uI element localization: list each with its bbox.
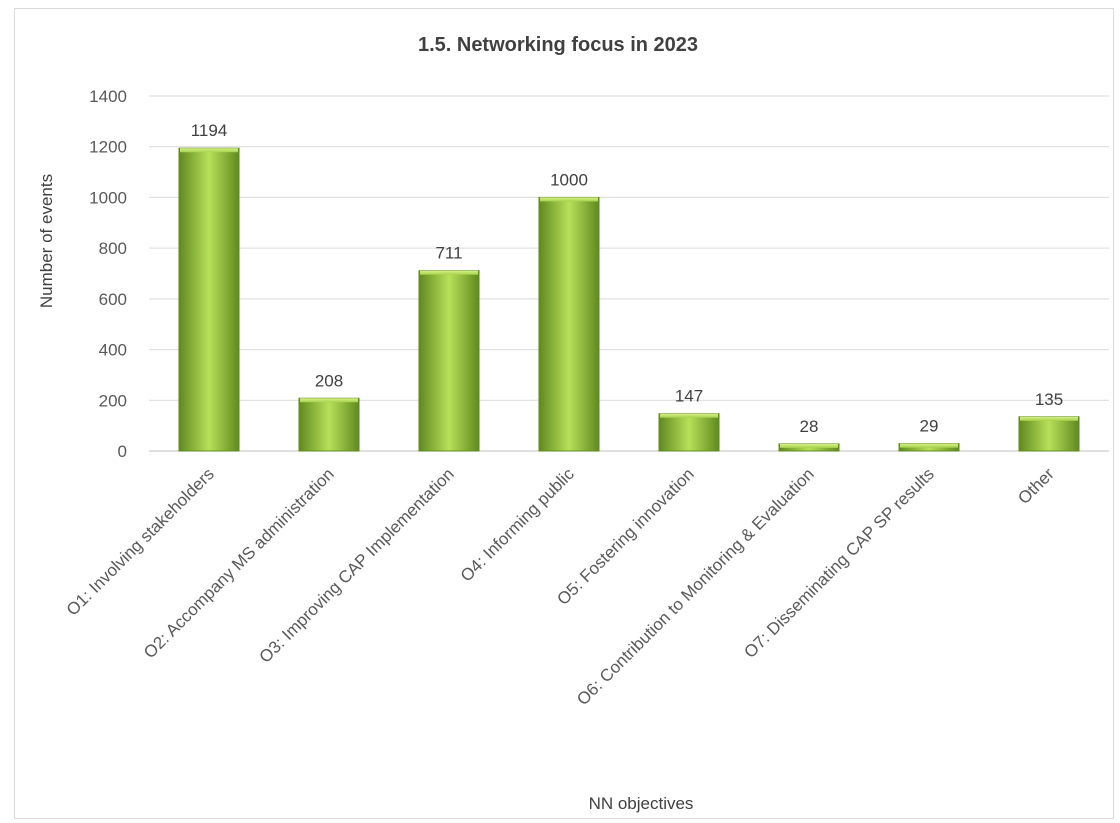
- y-tick-label: 1200: [89, 138, 127, 157]
- bar-body: [658, 413, 720, 452]
- bar-top: [420, 270, 478, 275]
- bar: [1018, 416, 1080, 452]
- x-tick-label: O5: Fostering innovation: [553, 464, 697, 608]
- bar-top: [300, 398, 358, 403]
- x-tick-label: Other: [1014, 464, 1058, 508]
- bar-body: [298, 397, 360, 452]
- x-tick-label: O3: Improving CAP Implementation: [256, 464, 458, 666]
- data-labels: 1194 208 711 1000 147 28 29 135: [191, 121, 1063, 436]
- bar-body: [418, 270, 480, 452]
- bar-top: [540, 197, 598, 202]
- y-tick-label: 1000: [89, 188, 127, 207]
- bar: [418, 270, 480, 452]
- x-tick-label: O4: Informing public: [457, 464, 578, 585]
- data-label: 135: [1035, 390, 1063, 409]
- x-tick-label: O6: Contribution to Monitoring & Evaluat…: [573, 464, 818, 709]
- bar: [178, 147, 240, 452]
- bar-body: [178, 147, 240, 452]
- y-tick-label: 200: [99, 391, 127, 410]
- x-tick-label: O2: Accompany MS administration: [140, 464, 338, 662]
- chart-title: 1.5. Networking focus in 2023: [418, 34, 698, 56]
- y-tick-label: 400: [99, 341, 127, 360]
- bar-body: [538, 196, 600, 452]
- y-tick-label: 600: [99, 290, 127, 309]
- bar-top: [780, 443, 838, 448]
- bar: [298, 397, 360, 452]
- x-axis-title: NN objectives: [589, 794, 694, 813]
- bar: [538, 196, 600, 452]
- bar-top: [660, 413, 718, 418]
- bars: [178, 147, 1080, 452]
- y-tick-label: 1400: [89, 87, 127, 106]
- data-label: 711: [435, 244, 462, 263]
- data-label: 28: [800, 417, 819, 436]
- data-label: 29: [920, 417, 939, 436]
- data-label: 1194: [191, 121, 228, 140]
- bar-top: [1020, 416, 1078, 421]
- x-tick-label: O7: Disseminating CAP SP results: [740, 464, 937, 661]
- bar: [778, 443, 840, 452]
- y-axis-title: Number of events: [37, 174, 56, 308]
- bar: [658, 413, 720, 452]
- bar-top: [900, 443, 958, 448]
- y-tick-label: 800: [99, 239, 127, 258]
- gridlines: [149, 95, 1109, 452]
- chart-area: 1.5. Networking focus in 2023 0 200 400 600…: [14, 8, 1114, 819]
- data-label: 1000: [550, 170, 588, 189]
- bar: [898, 443, 960, 452]
- y-axis-ticks: 0 200 400 600 800 1000 1200 1400: [89, 87, 127, 461]
- y-tick-label: 0: [118, 442, 127, 461]
- bar-top: [180, 148, 238, 153]
- data-label: 147: [675, 387, 703, 406]
- data-label: 208: [315, 371, 343, 390]
- bar-chart: 1.5. Networking focus in 2023 0 200 400 600…: [37, 34, 1109, 813]
- bar-body: [1018, 416, 1080, 452]
